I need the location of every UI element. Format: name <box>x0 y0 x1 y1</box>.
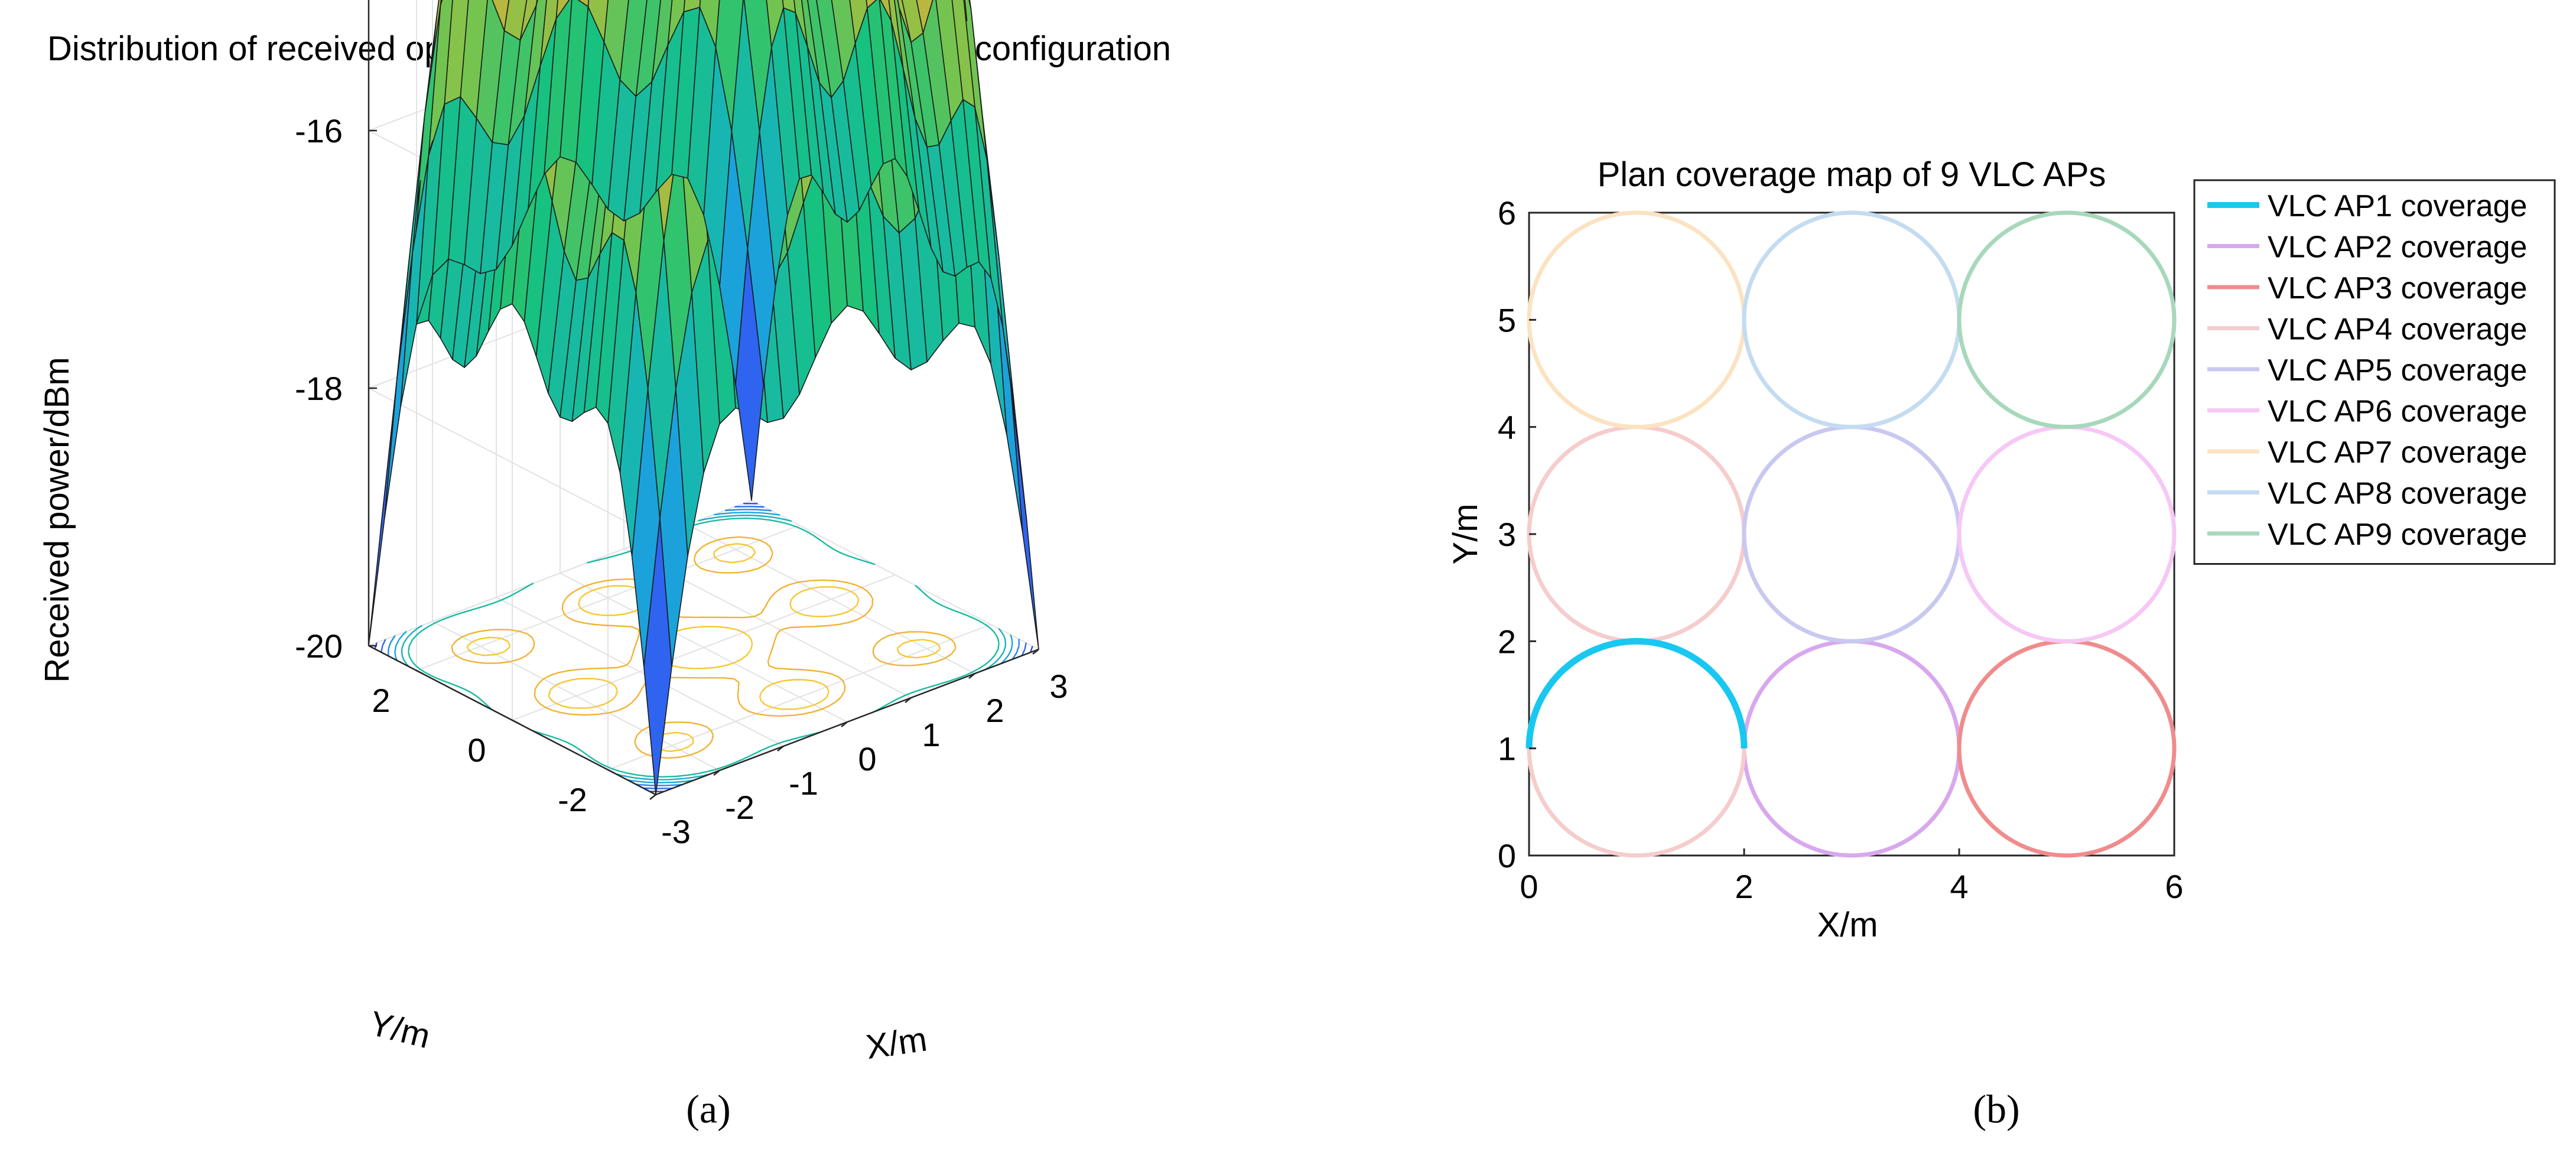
coverage-y-tick-label: 3 <box>1498 516 1516 553</box>
x-tick <box>1032 649 1039 655</box>
surface-z-axis-label: Received power/dBm <box>38 357 76 682</box>
y-tick <box>512 719 520 725</box>
surface-y-axis-label: Y/m <box>366 1004 434 1056</box>
contour-line <box>451 536 957 759</box>
surface-patch <box>880 0 892 21</box>
surface-x-axis-label: X/m <box>864 1020 929 1066</box>
x-tick <box>905 697 912 703</box>
legend-label-ap2: VLC AP2 coverage <box>2268 230 2527 265</box>
x-tick-label: 3 <box>1049 668 1068 705</box>
floor-gridline <box>512 574 896 721</box>
y-tick <box>416 669 424 675</box>
floor-gridline <box>607 624 991 770</box>
coverage-title: Plan coverage map of 9 VLC APs <box>1598 155 2106 194</box>
x-tick-label: 1 <box>922 716 940 753</box>
legend-label-ap3: VLC AP3 coverage <box>2268 271 2527 305</box>
x-tick <box>713 770 720 776</box>
contour-line <box>394 512 1013 783</box>
coverage-y-tick-label: 0 <box>1498 837 1516 874</box>
z-tick-label: -20 <box>295 627 343 665</box>
legend-label-ap8: VLC AP8 coverage <box>2268 477 2527 511</box>
caption-b: (b) <box>1973 1087 2019 1131</box>
z-tick-label: -16 <box>295 112 343 149</box>
y-tick <box>607 769 616 775</box>
y-tick-label: 0 <box>467 731 486 769</box>
legend-label-ap6: VLC AP6 coverage <box>2268 395 2527 429</box>
surface-patch <box>384 252 414 519</box>
legend-label-ap7: VLC AP7 coverage <box>2268 435 2527 470</box>
surface-mesh <box>368 0 1039 795</box>
coverage-ticks: 0 2 4 6 0 1 2 3 4 5 6 <box>1498 194 2184 905</box>
coverage-x-tick-label: 6 <box>2165 868 2183 905</box>
wall-gridline <box>368 388 656 538</box>
legend-label-ap1: VLC AP1 coverage <box>2268 189 2527 223</box>
legend-label-ap5: VLC AP5 coverage <box>2268 353 2527 388</box>
legend-label-ap4: VLC AP4 coverage <box>2268 313 2527 347</box>
coverage-y-tick-label: 6 <box>1498 194 1516 232</box>
legend-label-ap9: VLC AP9 coverage <box>2268 518 2527 552</box>
z-tick-label: -18 <box>295 370 343 407</box>
coverage-plot-frame <box>1528 212 2175 857</box>
surface-patch <box>368 381 398 646</box>
surface-patch <box>968 0 972 9</box>
caption-a: (a) <box>686 1087 730 1131</box>
coverage-circle-ap9 <box>1957 210 2177 430</box>
x-tick-label: -1 <box>789 765 818 802</box>
y-tick-label: 2 <box>372 682 390 719</box>
x-tick-label: -3 <box>661 813 691 850</box>
coverage-y-tick-label: 2 <box>1498 623 1516 660</box>
coverage-x-axis-label: X/m <box>1817 906 1878 944</box>
x-tick-label: -2 <box>725 789 754 826</box>
coverage-legend: VLC AP1 coverage VLC AP2 coverage VLC AP3 … <box>2193 179 2556 565</box>
x-tick <box>649 794 656 800</box>
coverage-y-tick-label: 1 <box>1498 730 1516 767</box>
x-tick-label: 2 <box>985 692 1004 729</box>
coverage-x-tick-label: 2 <box>1735 868 1753 905</box>
surface-panel-a: Distribution of received optical power i… <box>38 0 1171 1066</box>
coverage-circle-ap1 <box>1526 637 1748 749</box>
x-tick <box>777 746 784 752</box>
contour-line <box>401 515 1007 780</box>
coverage-x-tick-label: 0 <box>1520 868 1538 905</box>
x-tick-label: 0 <box>858 740 876 778</box>
coverage-x-tick-label: 4 <box>1950 868 1968 905</box>
coverage-y-tick-label: 5 <box>1498 301 1516 339</box>
x-tick <box>968 673 975 679</box>
surface-patch <box>897 0 900 8</box>
contour-line <box>408 518 1000 778</box>
coverage-y-tick-label: 4 <box>1498 409 1516 446</box>
y-tick-label: -2 <box>558 781 587 818</box>
coverage-y-axis-label: Y/m <box>1446 503 1485 564</box>
coverage-panel-b: Plan coverage map of 9 VLC APs 0 2 4 6 0 1 2 3 4… <box>1446 155 2556 944</box>
x-tick <box>841 721 848 727</box>
